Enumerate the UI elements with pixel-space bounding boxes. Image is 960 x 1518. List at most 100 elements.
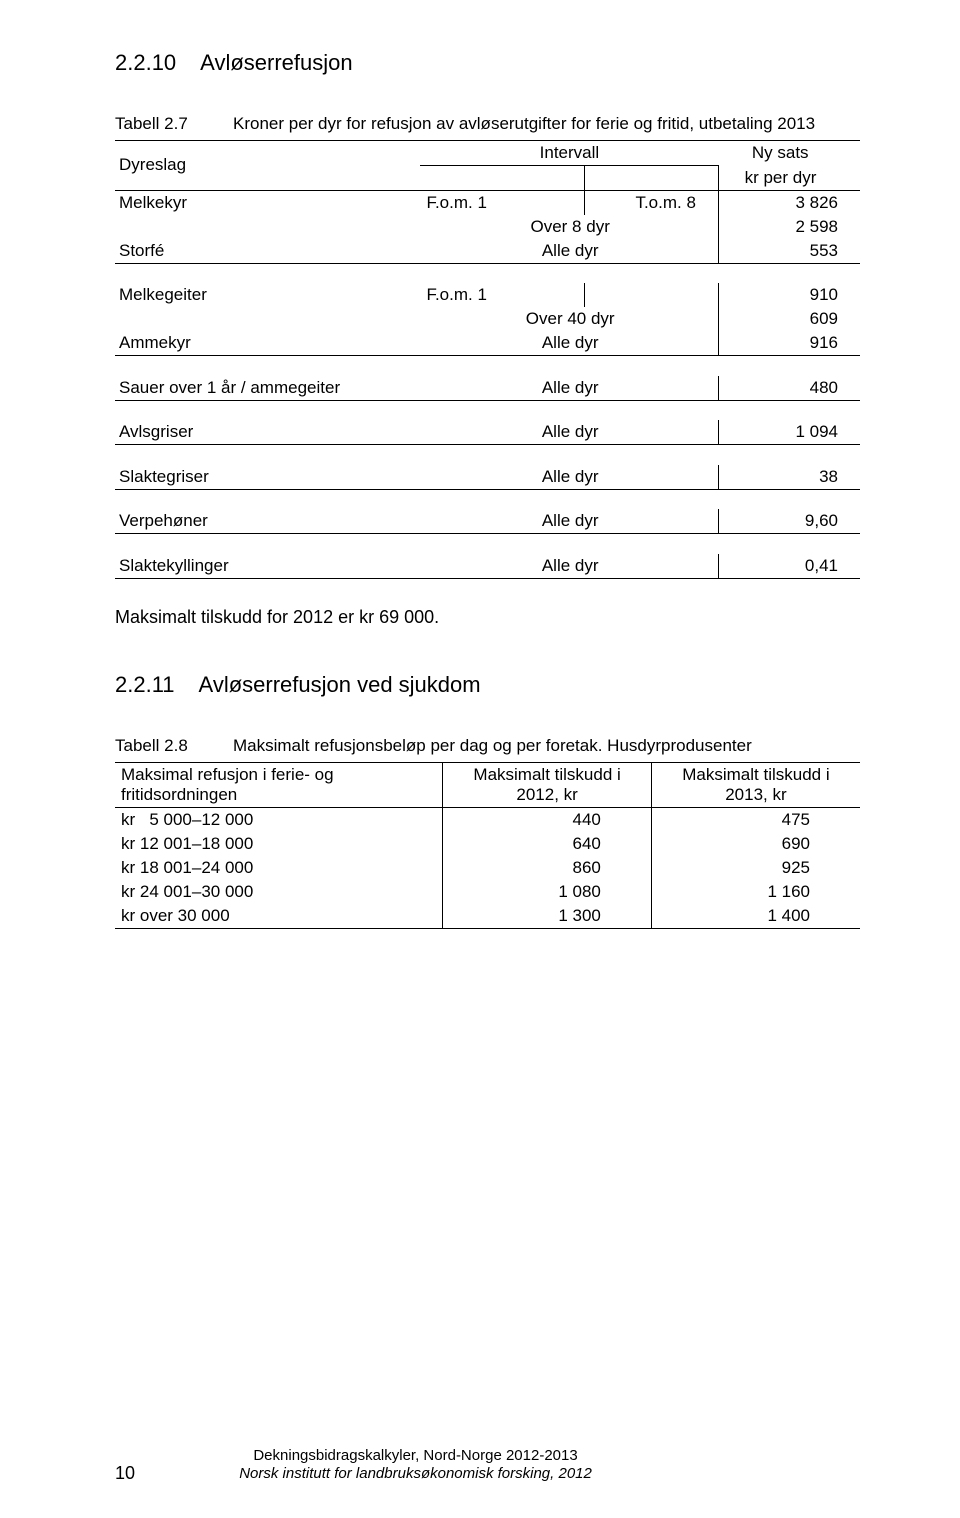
table-row: Sauer over 1 år / ammegeiterAlle dyr480 bbox=[115, 376, 860, 401]
cell bbox=[584, 166, 718, 191]
cell: Storfé bbox=[115, 239, 420, 264]
cell: 2 598 bbox=[718, 215, 860, 239]
cell: 0,41 bbox=[718, 554, 860, 579]
cell: Slaktegriser bbox=[115, 465, 420, 490]
footer-line: Dekningsbidragskalkyler, Nord-Norge 2012… bbox=[253, 1447, 577, 1464]
section-title: Avløserrefusjon ved sjukdom bbox=[199, 672, 481, 697]
section-number: 2.2.11 bbox=[115, 672, 175, 698]
table-row bbox=[115, 445, 860, 465]
cell: kr over 30 000 bbox=[115, 904, 443, 929]
document-page: 2.2.10 Avløserrefusjon Tabell 2.7Kroner p… bbox=[0, 0, 960, 1518]
cell: 553 bbox=[718, 239, 860, 264]
cell: 640 bbox=[443, 832, 652, 856]
cell: Alle dyr bbox=[420, 554, 718, 579]
cell: Alle dyr bbox=[420, 420, 718, 445]
cell: 609 bbox=[718, 307, 860, 331]
cell: T.o.m. 8 bbox=[584, 190, 718, 215]
cell: Over 8 dyr bbox=[420, 215, 718, 239]
table-row bbox=[115, 489, 860, 509]
cell bbox=[584, 283, 718, 307]
table-row: Over 40 dyr609 bbox=[115, 307, 860, 331]
cell: Ammekyr bbox=[115, 331, 420, 356]
cell: Over 40 dyr bbox=[420, 307, 718, 331]
table-row bbox=[115, 356, 860, 376]
cell: 916 bbox=[718, 331, 860, 356]
cell: kr 24 001–30 000 bbox=[115, 880, 443, 904]
table-caption-text: Maksimalt refusjonsbeløp per dag og per … bbox=[233, 736, 752, 755]
table-28: Maksimal refusjon i ferie- og fritidsord… bbox=[115, 762, 860, 929]
cell: 1 080 bbox=[443, 880, 652, 904]
cell: F.o.m. 1 bbox=[420, 190, 584, 215]
cell: kr 18 001–24 000 bbox=[115, 856, 443, 880]
col-header: kr per dyr bbox=[718, 166, 860, 191]
section-title: Avløserrefusjon bbox=[200, 50, 352, 75]
page-footer: 10 Dekningsbidragskalkyler, Nord-Norge 2… bbox=[115, 1447, 860, 1485]
cell: 860 bbox=[443, 856, 652, 880]
cell: 475 bbox=[651, 807, 860, 832]
table-row: Over 8 dyr2 598 bbox=[115, 215, 860, 239]
col-header: Ny sats bbox=[718, 141, 860, 166]
cell: 910 bbox=[718, 283, 860, 307]
table-row: Dyreslag Intervall Ny sats bbox=[115, 141, 860, 166]
col-header: Maksimalt tilskudd i 2012, kr bbox=[443, 762, 652, 807]
table-row: kr 24 001–30 0001 0801 160 bbox=[115, 880, 860, 904]
cell: Sauer over 1 år / ammegeiter bbox=[115, 376, 420, 401]
cell: 1 400 bbox=[651, 904, 860, 929]
cell: kr 5 000–12 000 bbox=[115, 807, 443, 832]
footer-line: Norsk institutt for landbruksøkonomisk f… bbox=[239, 1465, 592, 1482]
table-row bbox=[115, 534, 860, 554]
cell bbox=[115, 307, 420, 331]
col-header: Intervall bbox=[420, 141, 718, 166]
cell: 1 160 bbox=[651, 880, 860, 904]
cell: Alle dyr bbox=[420, 376, 718, 401]
table-row: kr 18 001–24 000860925 bbox=[115, 856, 860, 880]
table-row: kr 12 001–18 000640690 bbox=[115, 832, 860, 856]
cell: Melkegeiter bbox=[115, 283, 420, 307]
col-header-line: Maksimalt tilskudd i bbox=[473, 765, 620, 784]
table-27: Dyreslag Intervall Ny sats kr per dyr Me… bbox=[115, 140, 860, 579]
section-heading-2: 2.2.11 Avløserrefusjon ved sjukdom bbox=[115, 672, 860, 698]
section-number: 2.2.10 bbox=[115, 50, 176, 76]
col-header: Maksimalt tilskudd i 2013, kr bbox=[651, 762, 860, 807]
cell: 690 bbox=[651, 832, 860, 856]
table-label: Tabell 2.8 bbox=[115, 736, 233, 756]
table-caption-28: Tabell 2.8Maksimalt refusjonsbeløp per d… bbox=[115, 736, 860, 756]
cell: Avlsgriser bbox=[115, 420, 420, 445]
table-row: Maksimal refusjon i ferie- og fritidsord… bbox=[115, 762, 860, 807]
cell: Alle dyr bbox=[420, 239, 718, 264]
page-number: 10 bbox=[115, 1463, 135, 1484]
table-caption-text: Kroner per dyr for refusjon av avløserut… bbox=[233, 114, 815, 133]
cell: kr 12 001–18 000 bbox=[115, 832, 443, 856]
cell: 440 bbox=[443, 807, 652, 832]
table-row: SlaktekyllingerAlle dyr0,41 bbox=[115, 554, 860, 579]
cell: Verpehøner bbox=[115, 509, 420, 534]
table-row: MelkegeiterF.o.m. 1910 bbox=[115, 283, 860, 307]
table-row: SlaktegriserAlle dyr38 bbox=[115, 465, 860, 490]
body-text: Maksimalt tilskudd for 2012 er kr 69 000… bbox=[115, 607, 860, 628]
col-header-line: 2013, kr bbox=[725, 785, 786, 804]
table-row: MelkekyrF.o.m. 1T.o.m. 83 826 bbox=[115, 190, 860, 215]
cell bbox=[115, 215, 420, 239]
cell: 3 826 bbox=[718, 190, 860, 215]
table-row: StorféAlle dyr553 bbox=[115, 239, 860, 264]
col-header: Maksimal refusjon i ferie- og fritidsord… bbox=[115, 762, 443, 807]
cell: 480 bbox=[718, 376, 860, 401]
table-caption-27: Tabell 2.7Kroner per dyr for refusjon av… bbox=[115, 114, 860, 134]
table-row: kr over 30 0001 3001 400 bbox=[115, 904, 860, 929]
cell: 9,60 bbox=[718, 509, 860, 534]
cell: Slaktekyllinger bbox=[115, 554, 420, 579]
cell: Alle dyr bbox=[420, 465, 718, 490]
cell: 1 300 bbox=[443, 904, 652, 929]
footer-text: Dekningsbidragskalkyler, Nord-Norge 2012… bbox=[239, 1447, 592, 1485]
table-row: VerpehønerAlle dyr9,60 bbox=[115, 509, 860, 534]
table-row: kr 5 000–12 000440475 bbox=[115, 807, 860, 832]
cell: 38 bbox=[718, 465, 860, 490]
table-label: Tabell 2.7 bbox=[115, 114, 233, 134]
table-row: AvlsgriserAlle dyr1 094 bbox=[115, 420, 860, 445]
cell: 1 094 bbox=[718, 420, 860, 445]
col-header: Dyreslag bbox=[115, 141, 420, 191]
table-row bbox=[115, 400, 860, 420]
cell: Melkekyr bbox=[115, 190, 420, 215]
cell: Alle dyr bbox=[420, 509, 718, 534]
table-row: AmmekyrAlle dyr916 bbox=[115, 331, 860, 356]
